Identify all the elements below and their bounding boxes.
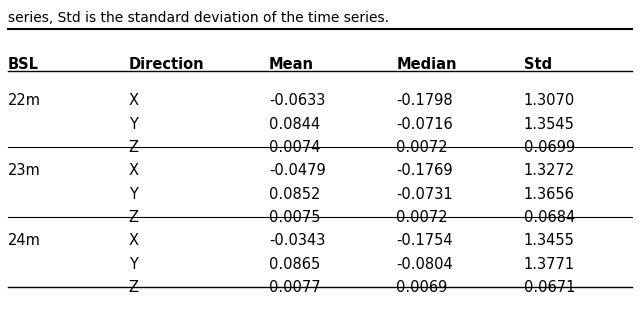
Text: Direction: Direction xyxy=(129,57,204,73)
Text: -0.0716: -0.0716 xyxy=(396,116,453,132)
Text: -0.0479: -0.0479 xyxy=(269,163,326,178)
Text: 24m: 24m xyxy=(8,233,40,248)
Text: Std: Std xyxy=(524,57,552,73)
Text: X: X xyxy=(129,93,139,108)
Text: 0.0072: 0.0072 xyxy=(396,140,448,155)
Text: -0.1769: -0.1769 xyxy=(396,163,453,178)
Text: Z: Z xyxy=(129,140,139,155)
Text: Median: Median xyxy=(396,57,457,73)
Text: 0.0075: 0.0075 xyxy=(269,210,321,225)
Text: -0.0804: -0.0804 xyxy=(396,257,453,272)
Text: 1.3771: 1.3771 xyxy=(524,257,575,272)
Text: 0.0077: 0.0077 xyxy=(269,280,321,295)
Text: 1.3272: 1.3272 xyxy=(524,163,575,178)
Text: -0.0343: -0.0343 xyxy=(269,233,325,248)
Text: 1.3545: 1.3545 xyxy=(524,116,575,132)
Text: 0.0699: 0.0699 xyxy=(524,140,575,155)
Text: X: X xyxy=(129,233,139,248)
Text: series, Std is the standard deviation of the time series.: series, Std is the standard deviation of… xyxy=(8,11,388,25)
Text: Z: Z xyxy=(129,280,139,295)
Text: 0.0844: 0.0844 xyxy=(269,116,320,132)
Text: 0.0072: 0.0072 xyxy=(396,210,448,225)
Text: 23m: 23m xyxy=(8,163,40,178)
Text: 1.3656: 1.3656 xyxy=(524,187,575,202)
Text: -0.1754: -0.1754 xyxy=(396,233,453,248)
Text: Y: Y xyxy=(129,187,138,202)
Text: 1.3070: 1.3070 xyxy=(524,93,575,108)
Text: 0.0684: 0.0684 xyxy=(524,210,575,225)
Text: -0.1798: -0.1798 xyxy=(396,93,453,108)
Text: -0.0731: -0.0731 xyxy=(396,187,453,202)
Text: 1.3455: 1.3455 xyxy=(524,233,575,248)
Text: 0.0865: 0.0865 xyxy=(269,257,320,272)
Text: 0.0671: 0.0671 xyxy=(524,280,575,295)
Text: -0.0633: -0.0633 xyxy=(269,93,325,108)
Text: 0.0074: 0.0074 xyxy=(269,140,321,155)
Text: BSL: BSL xyxy=(8,57,39,73)
Text: 0.0852: 0.0852 xyxy=(269,187,321,202)
Text: X: X xyxy=(129,163,139,178)
Text: Z: Z xyxy=(129,210,139,225)
Text: 22m: 22m xyxy=(8,93,41,108)
Text: Mean: Mean xyxy=(269,57,314,73)
Text: Y: Y xyxy=(129,257,138,272)
Text: Y: Y xyxy=(129,116,138,132)
Text: 0.0069: 0.0069 xyxy=(396,280,448,295)
